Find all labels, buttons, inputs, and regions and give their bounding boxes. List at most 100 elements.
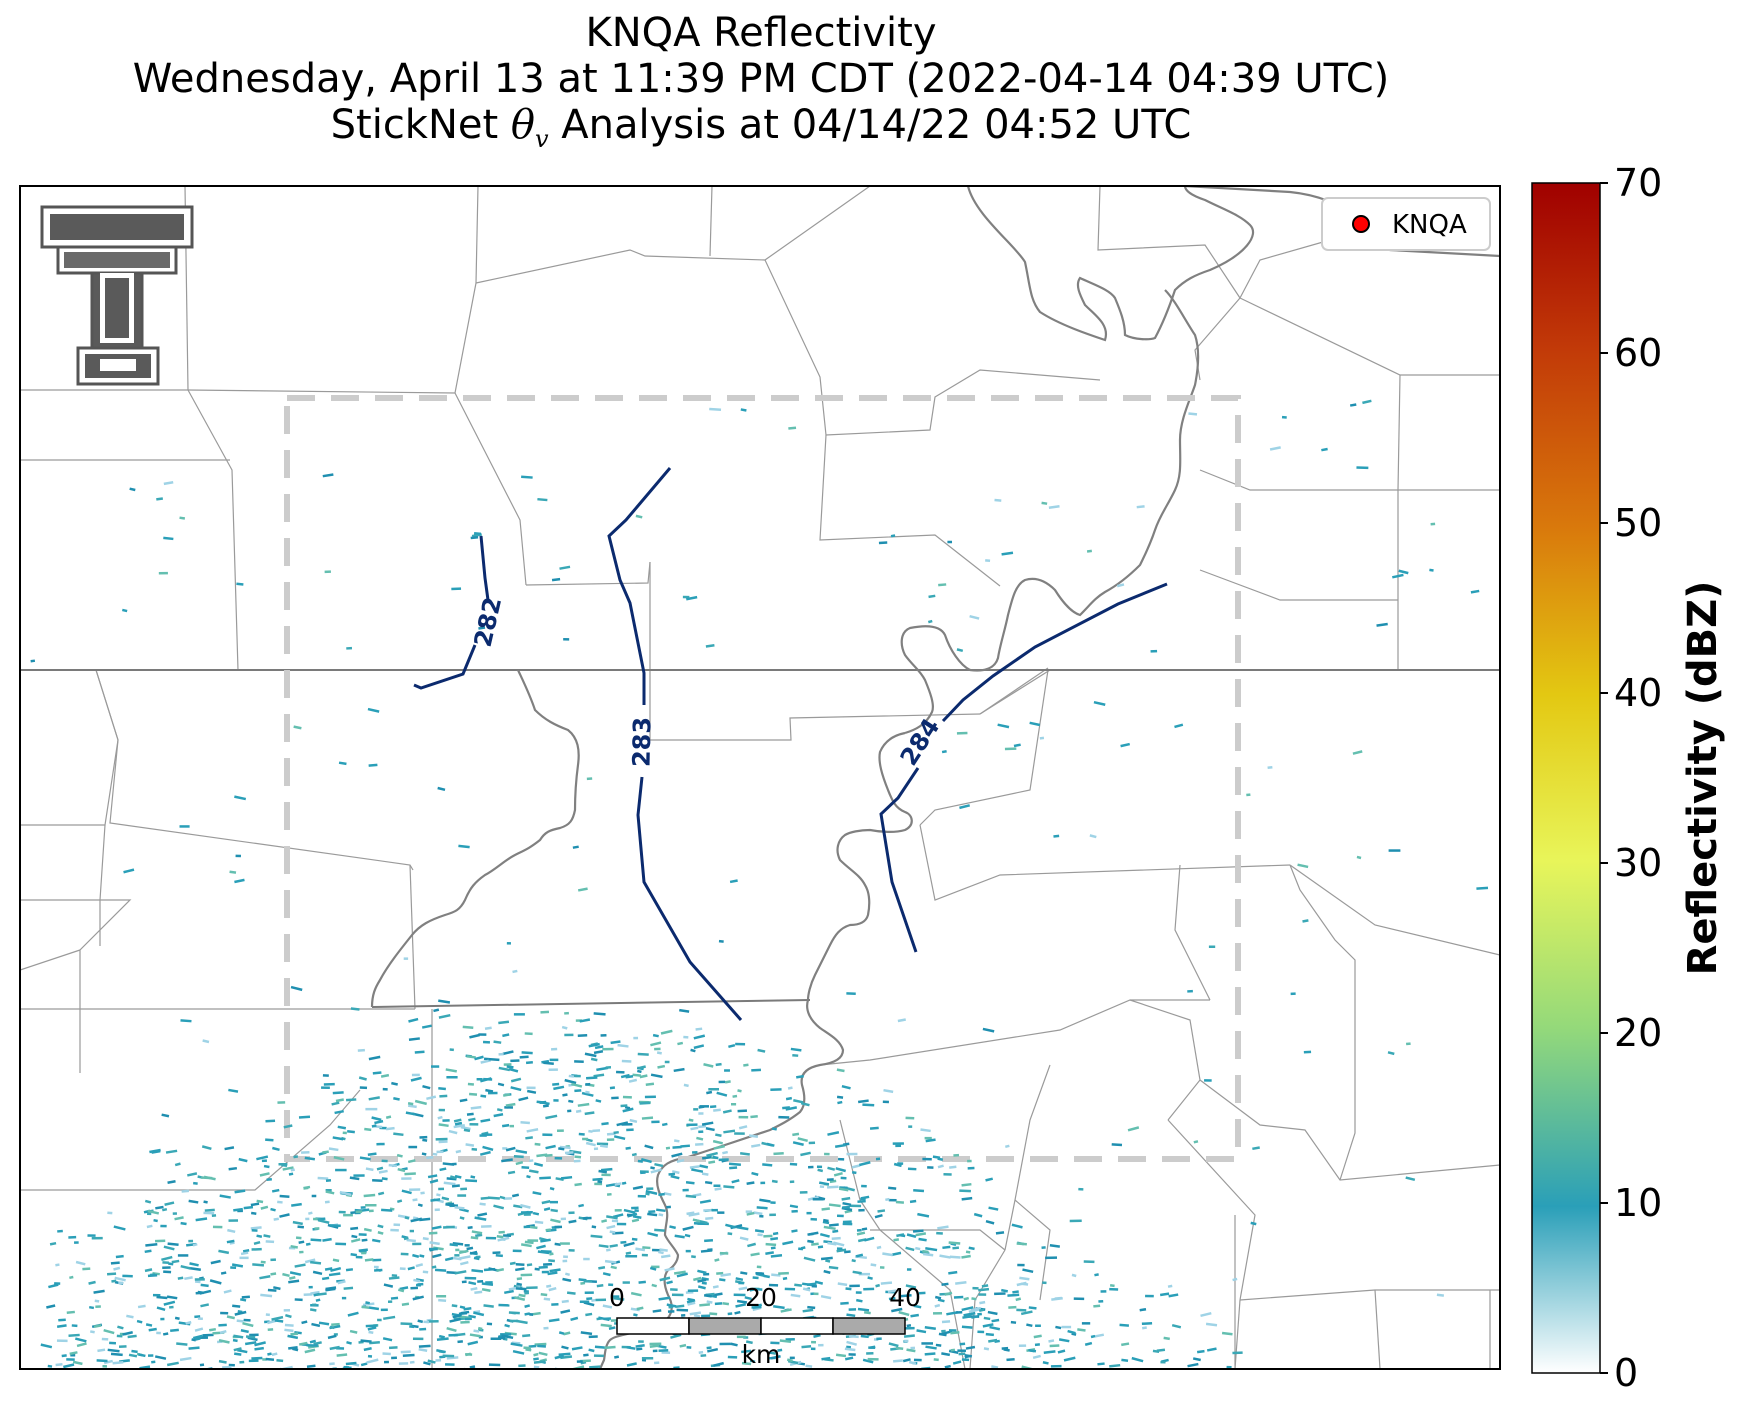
echo-pixel [197, 1317, 203, 1320]
echo-pixel [449, 1317, 461, 1323]
echo-pixel [93, 1324, 102, 1329]
echo-pixel [341, 1296, 347, 1300]
echo-pixel [846, 992, 856, 995]
echo-pixel [488, 1363, 501, 1367]
echo-pixel [446, 1327, 457, 1333]
echo-pixel [439, 1167, 447, 1172]
echo-pixel [504, 1289, 514, 1295]
echo-pixel [649, 1344, 660, 1349]
echo-pixel [1069, 1219, 1082, 1223]
echo-pixel [444, 1256, 454, 1262]
echo-pixel [700, 1354, 707, 1358]
echo-pixel [800, 1101, 810, 1107]
echo-pixel [510, 1077, 522, 1083]
echo-pixel [621, 1181, 627, 1185]
echo-pixel [136, 1319, 143, 1324]
echo-pixel [601, 1219, 608, 1223]
echo-pixel [122, 1331, 133, 1336]
echo-pixel [1021, 1365, 1033, 1369]
echo-pixel [658, 1250, 664, 1255]
echo-pixel [114, 1276, 126, 1282]
echo-pixel [349, 1176, 360, 1181]
echo-pixel [548, 1068, 558, 1072]
echo-pixel [156, 1331, 161, 1335]
echo-pixel [785, 1337, 795, 1341]
echo-pixel [792, 1141, 804, 1146]
echo-pixel [415, 1263, 424, 1268]
echo-pixel [407, 1266, 415, 1271]
echo-pixel [165, 1149, 178, 1154]
echo-pixel [403, 957, 409, 960]
echo-pixel [412, 1253, 420, 1258]
echo-pixel [948, 1270, 958, 1275]
echo-pixel [851, 1258, 856, 1263]
echo-pixel [558, 1331, 565, 1335]
echo-pixel [620, 1073, 630, 1079]
echo-pixel [474, 1216, 487, 1221]
echo-pixel [561, 1299, 569, 1304]
echo-pixel [121, 608, 128, 613]
echo-pixel [687, 1289, 699, 1293]
echo-pixel [508, 1311, 520, 1315]
echo-pixel [856, 1298, 863, 1303]
echo-pixel [1001, 551, 1014, 556]
echo-pixel [1405, 1176, 1416, 1182]
echo-pixel [376, 1166, 384, 1171]
echo-pixel [506, 941, 511, 945]
echo-pixel [648, 1210, 656, 1214]
echo-pixel [298, 1341, 308, 1346]
echo-pixel [324, 570, 331, 574]
echo-pixel [515, 1287, 527, 1291]
echo-pixel [959, 1189, 971, 1193]
echo-pixel [374, 1268, 383, 1272]
echo-pixel [526, 1086, 536, 1090]
echo-pixel [176, 1342, 188, 1346]
echo-pixel [622, 1107, 634, 1113]
echo-pixel [735, 1277, 744, 1282]
echo-pixel [262, 1358, 267, 1361]
echo-pixel [1011, 1223, 1023, 1229]
echo-pixel [666, 1280, 673, 1285]
echo-pixel [941, 1320, 951, 1324]
echo-pixel [983, 1347, 990, 1351]
map-frame [19, 185, 1501, 1370]
echo-pixel [265, 1138, 274, 1142]
echo-pixel [687, 1297, 695, 1302]
echo-pixel [401, 1189, 412, 1195]
echo-pixel [555, 1177, 564, 1181]
echo-pixel [745, 1210, 753, 1213]
echo-pixel [602, 1272, 611, 1277]
echo-pixel [364, 1127, 372, 1132]
echo-pixel [537, 497, 548, 502]
echo-pixel [373, 1265, 379, 1269]
state-borders [20, 669, 1500, 1008]
echo-pixel [295, 1236, 302, 1240]
echo-pixel [449, 1243, 459, 1247]
echo-pixel [1018, 1344, 1027, 1348]
echo-pixel [899, 1293, 912, 1298]
echo-pixel [144, 1268, 153, 1273]
echo-pixel [127, 1334, 137, 1339]
echo-pixel [469, 1092, 478, 1096]
echo-pixel [492, 1251, 501, 1255]
echo-pixel [144, 1249, 152, 1254]
echo-pixel [518, 1364, 526, 1368]
echo-pixel [631, 1237, 638, 1241]
echo-pixel [905, 1284, 917, 1289]
echo-pixel [1001, 1346, 1009, 1350]
echo-pixel [240, 1329, 249, 1334]
echo-pixel [147, 1212, 152, 1216]
echo-pixel [572, 1365, 585, 1369]
echo-pixel [346, 646, 353, 650]
echo-pixel [498, 1066, 510, 1072]
echo-pixel [631, 1206, 639, 1210]
echo-pixel [203, 1200, 208, 1204]
echo-pixel [283, 1308, 291, 1312]
echo-pixel [504, 1323, 510, 1328]
echo-pixel [467, 1226, 473, 1230]
echo-pixel [304, 1348, 316, 1354]
echo-pixel [656, 1208, 666, 1213]
echo-pixel [595, 1099, 602, 1103]
echo-pixel [1067, 1329, 1076, 1335]
echo-pixel [465, 1143, 475, 1147]
